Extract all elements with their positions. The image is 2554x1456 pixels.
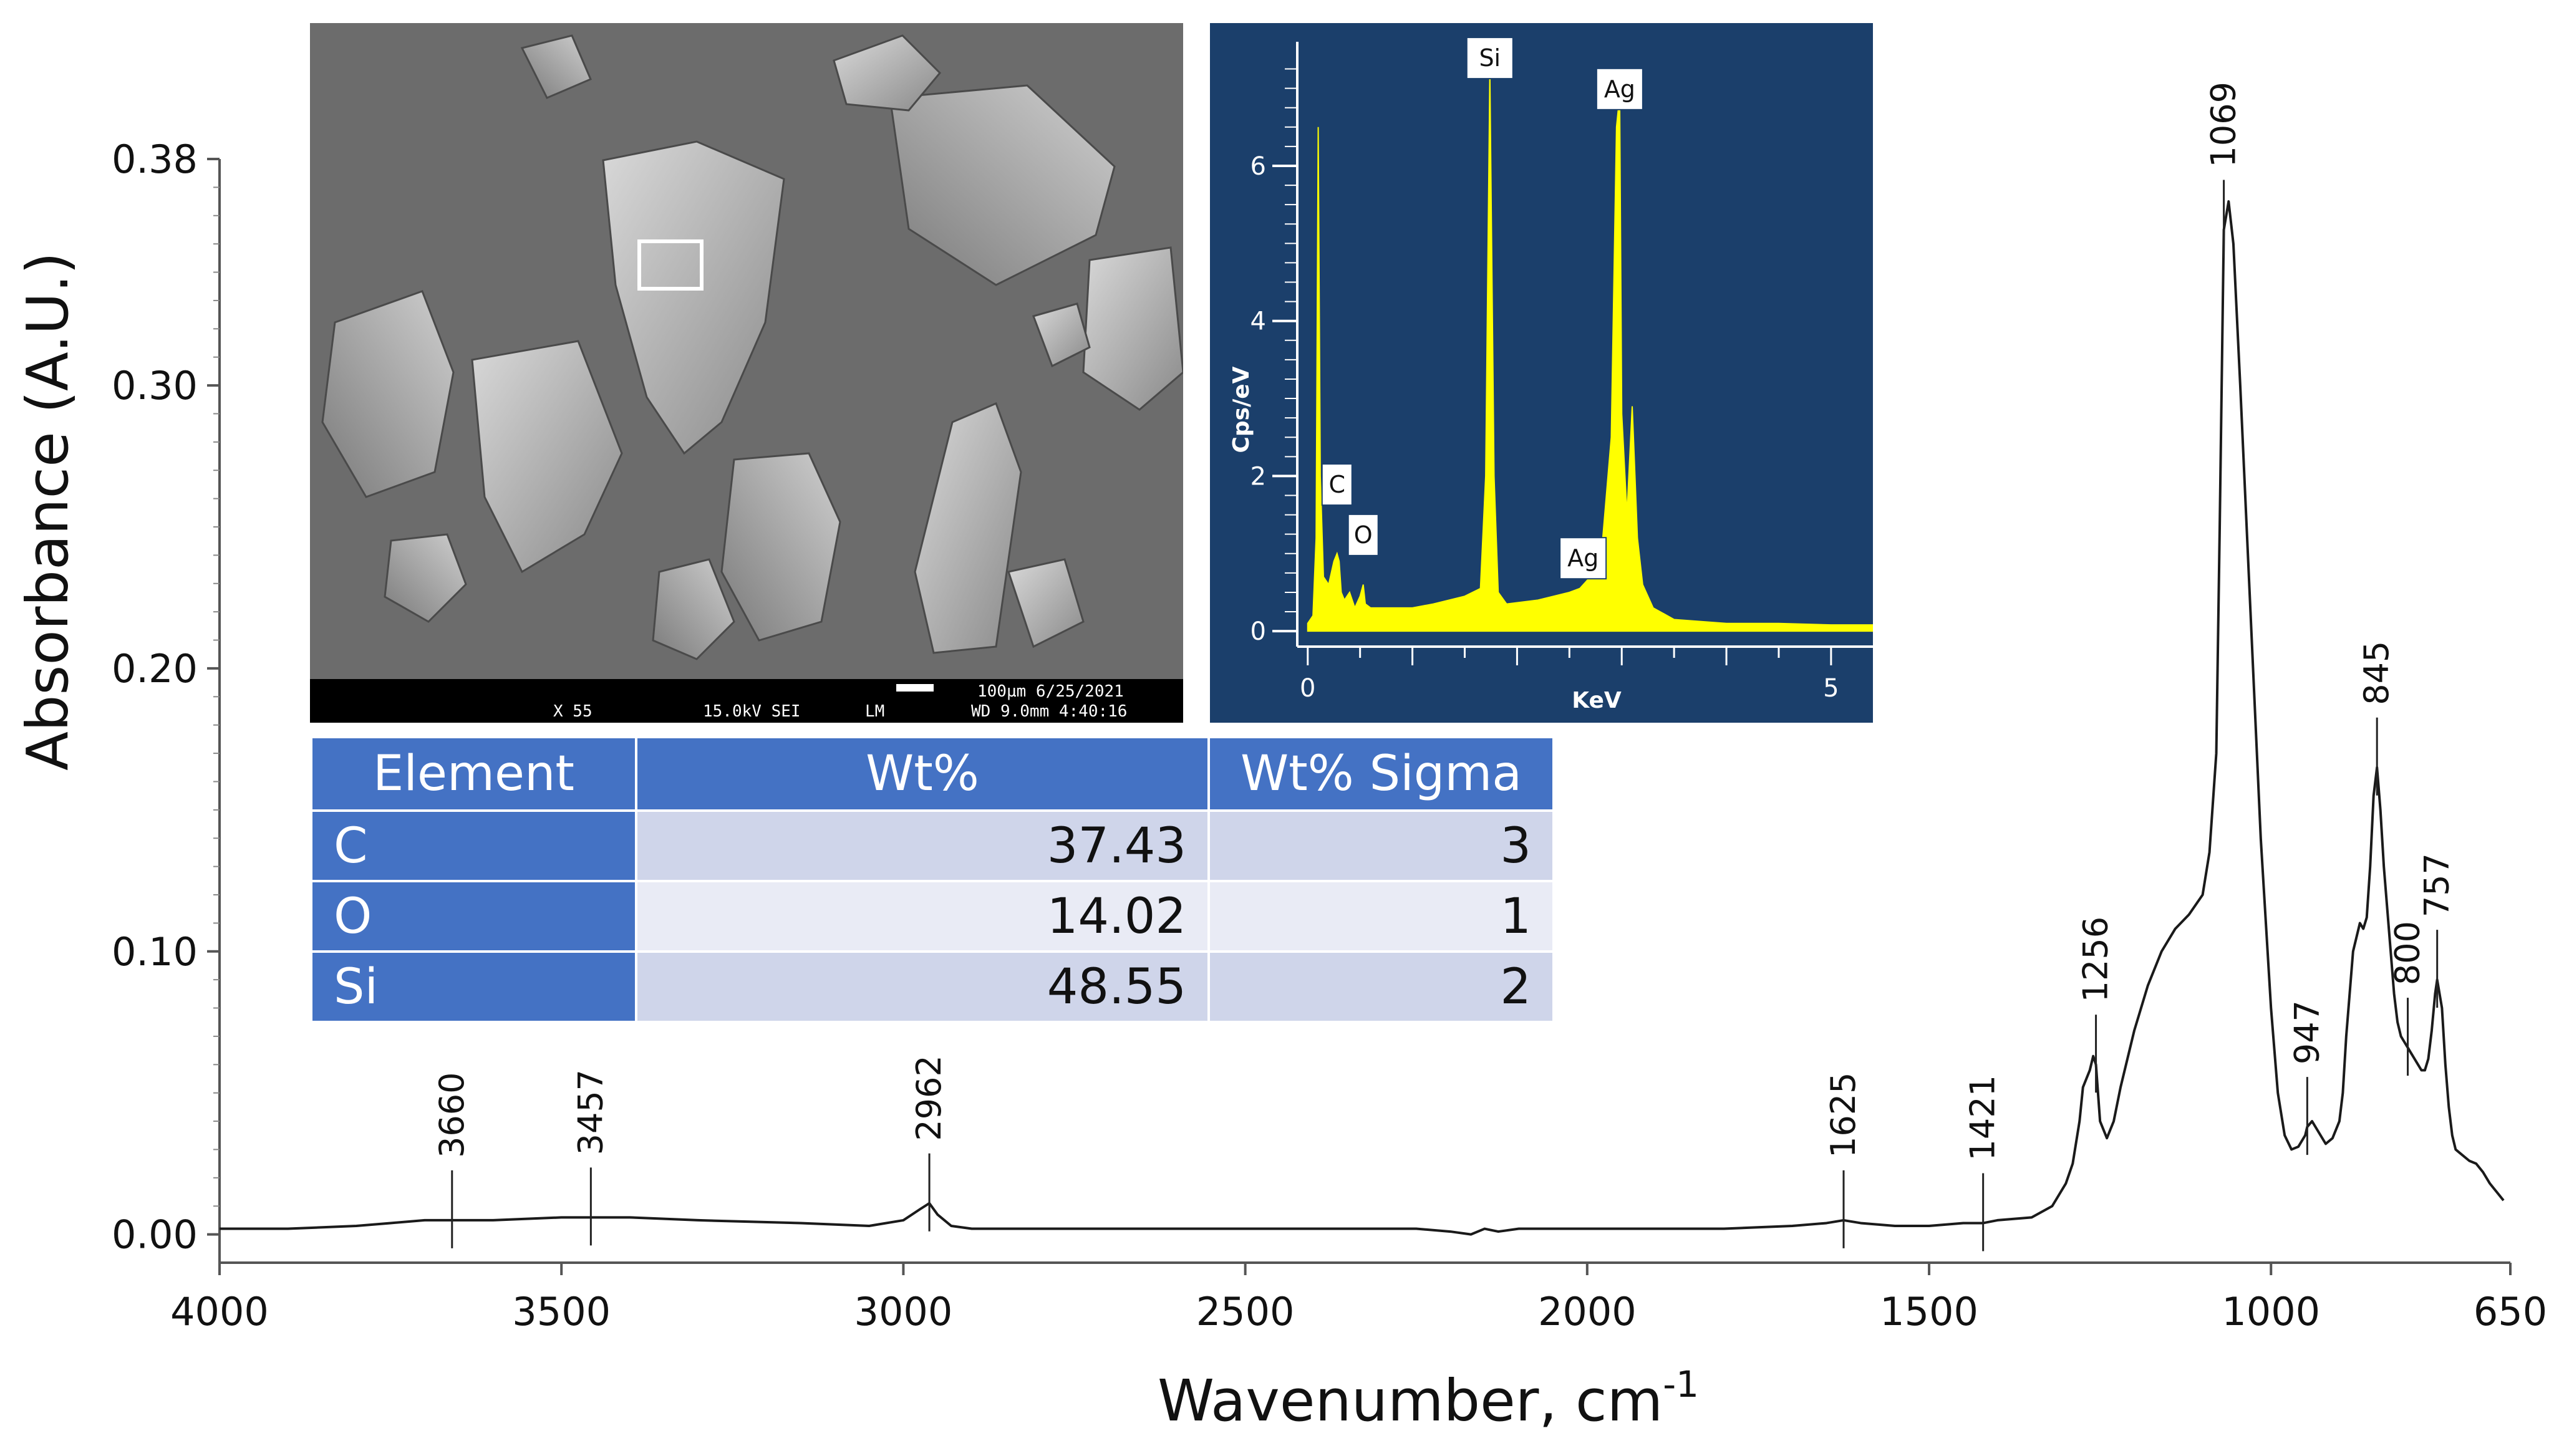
eds-y-tick-label: 6 (1250, 152, 1266, 181)
eds-peak-labels: CO Si Ag Ag (1321, 37, 1643, 580)
x-axis-label-text: Wavenumber, cm (1158, 1367, 1663, 1434)
eds-y-axis-label: Cps/eV (1229, 366, 1254, 453)
x-tick-label: 2000 (1538, 1289, 1637, 1334)
x-tick-label: 4000 (170, 1289, 269, 1334)
table-header-element: Element (310, 736, 637, 812)
x-tick-label: 3000 (854, 1289, 953, 1334)
table-row: O 14.02 1 (310, 880, 1555, 953)
peak-label: 1069 (2204, 82, 2243, 167)
table-cell-element: O (310, 880, 637, 953)
sem-caption-voltage: 15.0kV SEI (703, 702, 801, 721)
peak-label: 800 (2388, 921, 2427, 985)
table-header-wt: Wt% (635, 736, 1210, 812)
eds-peak-label-box (1466, 37, 1514, 80)
peak-label: 1625 (1824, 1072, 1863, 1157)
table-cell-element: C (310, 809, 637, 882)
sem-caption-line2: WD 9.0mm 4:40:16 (971, 702, 1127, 721)
eds-peak-label-box (1321, 463, 1353, 506)
eds-x-axis-label: KeV (1572, 688, 1622, 713)
table-cell-element: Si (310, 950, 637, 1023)
sem-caption-line1: 100µm 6/25/2021 (977, 682, 1124, 701)
x-tick-label: 1000 (2222, 1289, 2320, 1334)
eds-y-tick-label: 2 (1250, 462, 1266, 491)
table-cell-sigma: 1 (1207, 880, 1555, 953)
sem-particle (1007, 558, 1085, 648)
eds-ticks: 0 2 4 6 0 5 (1250, 68, 1839, 703)
x-tick-label: 650 (2474, 1289, 2547, 1334)
x-tick-label: 3500 (512, 1289, 611, 1334)
sem-particle (321, 290, 455, 498)
sem-micrograph: 100µm 6/25/2021 X 55 15.0kV SEI LM WD 9.… (310, 23, 1183, 723)
peak-label: 845 (2357, 641, 2396, 705)
peak-label: 1256 (2076, 917, 2116, 1002)
y-tick-label: 0.10 (112, 929, 198, 975)
y-tick-label: 0.38 (112, 137, 198, 182)
eds-spectrum-trace (1307, 72, 1873, 632)
eds-y-tick-label: 4 (1250, 307, 1266, 336)
eds-x-tick-label: 0 (1300, 674, 1315, 703)
eds-composition-table: Element Wt% Wt% Sigma C 37.43 3 O 14.02 … (310, 736, 1555, 1023)
y-tick-label: 0.30 (112, 363, 198, 408)
eds-x-tick-label: 5 (1823, 674, 1839, 703)
eds-peak-label: Ag (1567, 544, 1599, 572)
table-header-row: Element Wt% Wt% Sigma (310, 736, 1555, 812)
sem-particle (471, 340, 623, 574)
y-axis-label: Absorbance (A.U.) (14, 252, 81, 771)
spectrum-line (220, 200, 2505, 1236)
peak-label: 757 (2417, 853, 2457, 917)
eds-series-layer (1307, 72, 1873, 632)
sem-particles (321, 34, 1183, 660)
series-layer (220, 200, 2505, 1236)
table-header-sigma: Wt% Sigma (1207, 736, 1555, 812)
eds-peak-label: C (1328, 471, 1345, 498)
eds-peak-label-box (1559, 537, 1607, 580)
eds-y-tick-label: 0 (1250, 617, 1266, 646)
eds-spectrum-chart: 0 2 4 6 0 5 CO Si Ag Ag Cps/eV KeV (1210, 23, 1873, 723)
sem-particle (914, 402, 1022, 654)
eds-peak-label-box (1347, 513, 1379, 556)
peak-label: 3457 (571, 1069, 610, 1155)
table-cell-wt: 14.02 (635, 880, 1210, 953)
table-row: Si 48.55 2 (310, 950, 1555, 1023)
sem-particle (520, 34, 592, 99)
sem-particle (602, 140, 785, 455)
x-tick-label: 1500 (1880, 1289, 1978, 1334)
eds-peak-label: Si (1479, 44, 1501, 72)
eds-peak-label: Ag (1604, 75, 1635, 103)
sem-selection-box (637, 239, 704, 291)
table-cell-sigma: 2 (1207, 950, 1555, 1023)
sem-particle (384, 533, 467, 623)
eds-peak-label: O (1354, 521, 1373, 549)
table-row: C 37.43 3 (310, 809, 1555, 882)
y-tick-label: 0.00 (112, 1212, 198, 1258)
sem-particle (1032, 302, 1091, 368)
sem-particle (1082, 246, 1183, 411)
peak-label: 2962 (909, 1055, 949, 1140)
x-axis-label: Wavenumber, cm-1 (1158, 1363, 1699, 1434)
x-tick-label: 2500 (1196, 1289, 1295, 1334)
x-axis-label-superscript: -1 (1663, 1363, 1699, 1405)
sem-scale-bar (896, 684, 934, 692)
sem-particle (833, 34, 942, 112)
peak-label: 1421 (1963, 1075, 2003, 1160)
eds-peak-label-box (1595, 67, 1643, 110)
sem-caption-mode: LM (865, 702, 884, 721)
table-cell-wt: 37.43 (635, 809, 1210, 882)
sem-particle (652, 558, 735, 660)
sem-caption-magnification: X 55 (553, 702, 593, 721)
x-ticks: 4000 3500 3000 2500 2000 1500 1000 650 (170, 1263, 2547, 1334)
table-cell-wt: 48.55 (635, 950, 1210, 1023)
y-tick-label: 0.20 (112, 646, 198, 692)
table-cell-sigma: 3 (1207, 809, 1555, 882)
peak-label: 947 (2287, 1000, 2326, 1064)
y-ticks: 0.00 0.10 0.20 0.30 0.38 (112, 137, 220, 1258)
peak-label: 3660 (432, 1072, 472, 1157)
sem-particle (889, 84, 1116, 286)
sem-particle (720, 452, 841, 642)
sem-info-bar (310, 679, 1183, 723)
plot-axes (218, 159, 2510, 1264)
